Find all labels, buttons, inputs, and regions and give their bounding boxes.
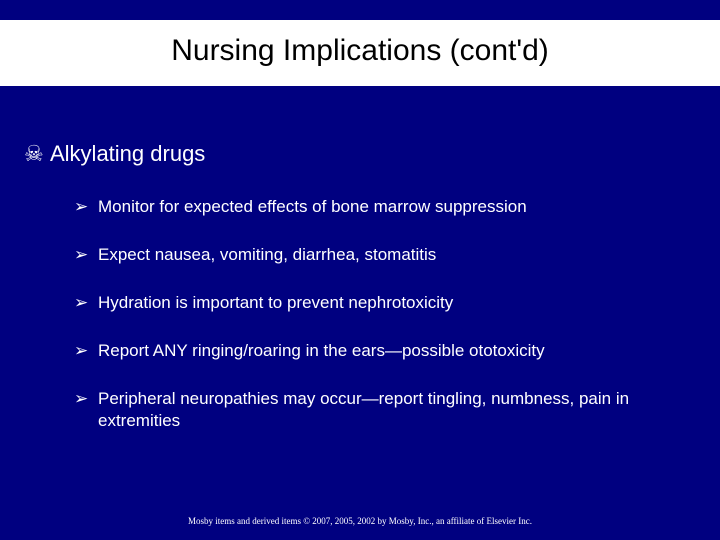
bullet-level2: ➢ Monitor for expected effects of bone m… [74, 196, 696, 218]
bullet-text-level2: Expect nausea, vomiting, diarrhea, stoma… [98, 244, 436, 266]
level2-container: ➢ Monitor for expected effects of bone m… [24, 196, 696, 433]
bullet-level2: ➢ Hydration is important to prevent neph… [74, 292, 696, 314]
bullet-glyph-level1: ☠ [24, 140, 50, 168]
bullet-text-level2: Report ANY ringing/roaring in the ears—p… [98, 340, 545, 362]
bullet-level2: ➢ Report ANY ringing/roaring in the ears… [74, 340, 696, 362]
bullet-glyph-level2: ➢ [74, 196, 98, 218]
title-area: Nursing Implications (cont'd) [0, 20, 720, 86]
footer-text: Mosby items and derived items © 2007, 20… [0, 516, 720, 526]
bullet-glyph-level2: ➢ [74, 244, 98, 266]
bullet-text-level2: Peripheral neuropathies may occur—report… [98, 388, 696, 432]
bullet-level2: ➢ Peripheral neuropathies may occur—repo… [74, 388, 696, 432]
bullet-glyph-level2: ➢ [74, 340, 98, 362]
bullet-glyph-level2: ➢ [74, 388, 98, 410]
slide: Nursing Implications (cont'd) ☠ Alkylati… [0, 0, 720, 540]
bullet-text-level2: Monitor for expected effects of bone mar… [98, 196, 527, 218]
bullet-glyph-level2: ➢ [74, 292, 98, 314]
bullet-level2: ➢ Expect nausea, vomiting, diarrhea, sto… [74, 244, 696, 266]
bullet-text-level1: Alkylating drugs [50, 140, 205, 168]
slide-title: Nursing Implications (cont'd) [171, 34, 549, 67]
bullet-level1: ☠ Alkylating drugs [24, 140, 696, 168]
bullet-text-level2: Hydration is important to prevent nephro… [98, 292, 453, 314]
content-area: ☠ Alkylating drugs ➢ Monitor for expecte… [24, 140, 696, 458]
